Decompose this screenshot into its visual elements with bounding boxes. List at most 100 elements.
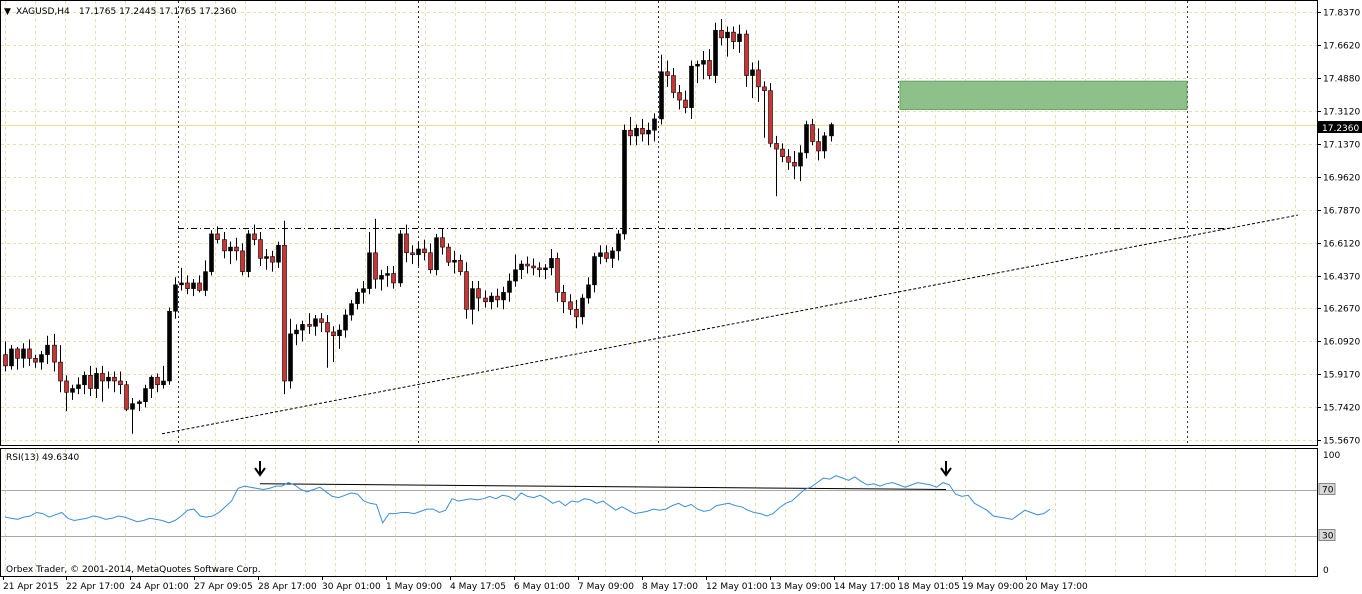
candle xyxy=(27,339,32,366)
candle xyxy=(495,288,500,308)
price-grid xyxy=(1,1,1317,445)
rsi-line xyxy=(4,475,1051,525)
rsi-window[interactable] xyxy=(0,448,1318,577)
candle xyxy=(416,241,421,266)
candle xyxy=(677,84,682,110)
time-tick-label: 22 Apr 17:00 xyxy=(66,582,125,592)
candle xyxy=(228,241,233,265)
candle xyxy=(252,224,257,246)
candle xyxy=(337,324,342,349)
candle xyxy=(3,341,8,372)
time-tick-label: 12 May 01:00 xyxy=(706,582,768,592)
candle xyxy=(82,371,87,395)
time-tick-label: 27 Apr 09:05 xyxy=(194,582,253,592)
time-tick-label: 20 May 17:00 xyxy=(1026,582,1088,592)
price-axis[interactable]: 17.8370 17.6620 17.4880 17.3120 17.1370 16.96… xyxy=(1317,9,1360,447)
candle xyxy=(428,243,433,274)
candle xyxy=(276,241,281,268)
price-tick-label: 16.9620 xyxy=(1323,174,1360,184)
time-axis[interactable]: 21 Apr 2015 22 Apr 17:00 24 Apr 01:00 27 Ap… xyxy=(3,576,1088,592)
candle xyxy=(355,288,360,310)
time-tick-label: 13 May 09:00 xyxy=(770,582,832,592)
candle xyxy=(483,290,488,308)
candle xyxy=(137,399,142,412)
time-tick-label: 18 May 01:05 xyxy=(898,582,960,592)
candle xyxy=(580,294,585,325)
time-tick-label: 28 Apr 17:00 xyxy=(258,582,317,592)
candle xyxy=(361,281,366,304)
candle xyxy=(100,365,105,402)
candle xyxy=(549,249,554,276)
supply-zone[interactable] xyxy=(899,80,1188,110)
candle xyxy=(64,375,69,412)
candle xyxy=(610,247,615,268)
price-tick-label: 16.7870 xyxy=(1323,207,1360,217)
candle xyxy=(143,384,148,408)
candle xyxy=(434,233,439,276)
candle xyxy=(76,377,81,395)
time-tick-label: 14 May 17:00 xyxy=(834,582,896,592)
rsi-axis: 100 70 30 0 xyxy=(1318,451,1340,576)
candle xyxy=(379,269,384,291)
candle xyxy=(683,90,688,114)
rsi-scale-label: 100 xyxy=(1323,451,1340,461)
candle xyxy=(282,220,287,395)
time-tick-label: 19 May 09:00 xyxy=(962,582,1024,592)
price-tick-label: 16.2670 xyxy=(1323,305,1360,315)
candle xyxy=(88,365,93,397)
price-tick-label: 15.5670 xyxy=(1323,437,1360,447)
candle xyxy=(829,122,834,142)
rsi-label: RSI(13) 49.6340 xyxy=(6,453,79,463)
price-tick-label: 16.0920 xyxy=(1323,338,1360,348)
candle xyxy=(45,335,50,365)
candle xyxy=(452,250,457,274)
candle xyxy=(106,371,111,389)
candle xyxy=(543,264,548,280)
candle xyxy=(422,239,427,261)
chart-menu-arrow-icon[interactable]: ▼ xyxy=(4,7,11,17)
candle xyxy=(300,320,305,342)
candle xyxy=(537,262,542,278)
price-tick-label: 16.6120 xyxy=(1323,240,1360,250)
candle xyxy=(258,232,263,266)
price-tick-label: 17.3120 xyxy=(1323,108,1360,118)
candle xyxy=(124,380,129,412)
candle xyxy=(774,135,779,197)
candle xyxy=(161,365,166,389)
candles xyxy=(3,18,834,434)
candle xyxy=(628,117,633,146)
trendline[interactable] xyxy=(161,214,1299,435)
rsi-scale-label: 70 xyxy=(1322,486,1334,496)
candle xyxy=(385,265,390,287)
time-tick-label: 6 May 01:00 xyxy=(514,582,570,592)
candle xyxy=(173,277,178,319)
candle xyxy=(671,67,676,99)
candle xyxy=(646,122,651,146)
candle xyxy=(737,24,742,53)
time-tick-label: 24 Apr 01:00 xyxy=(130,582,189,592)
time-tick-label: 21 Apr 2015 xyxy=(3,582,59,592)
candle xyxy=(464,262,469,319)
candle xyxy=(215,226,220,244)
copyright-text: Orbex Trader, © 2001-2014, MetaQuotes So… xyxy=(6,565,261,575)
candle xyxy=(695,60,700,84)
candle xyxy=(762,81,767,138)
current-price-label: 17.2360 xyxy=(1322,124,1359,134)
candle xyxy=(70,384,75,400)
price-tick-label: 15.9170 xyxy=(1323,371,1360,381)
candle xyxy=(391,265,396,289)
candle xyxy=(118,371,123,395)
rsi-trendline[interactable] xyxy=(259,483,947,490)
candle xyxy=(9,345,14,370)
candle xyxy=(33,354,38,368)
candle xyxy=(203,260,208,297)
candle xyxy=(185,275,190,295)
candle xyxy=(622,124,627,240)
candle xyxy=(822,132,827,159)
candle xyxy=(616,230,621,261)
candle xyxy=(367,232,372,295)
price-tick-label: 17.1370 xyxy=(1323,141,1360,151)
candle xyxy=(191,279,196,297)
candle xyxy=(167,307,172,385)
